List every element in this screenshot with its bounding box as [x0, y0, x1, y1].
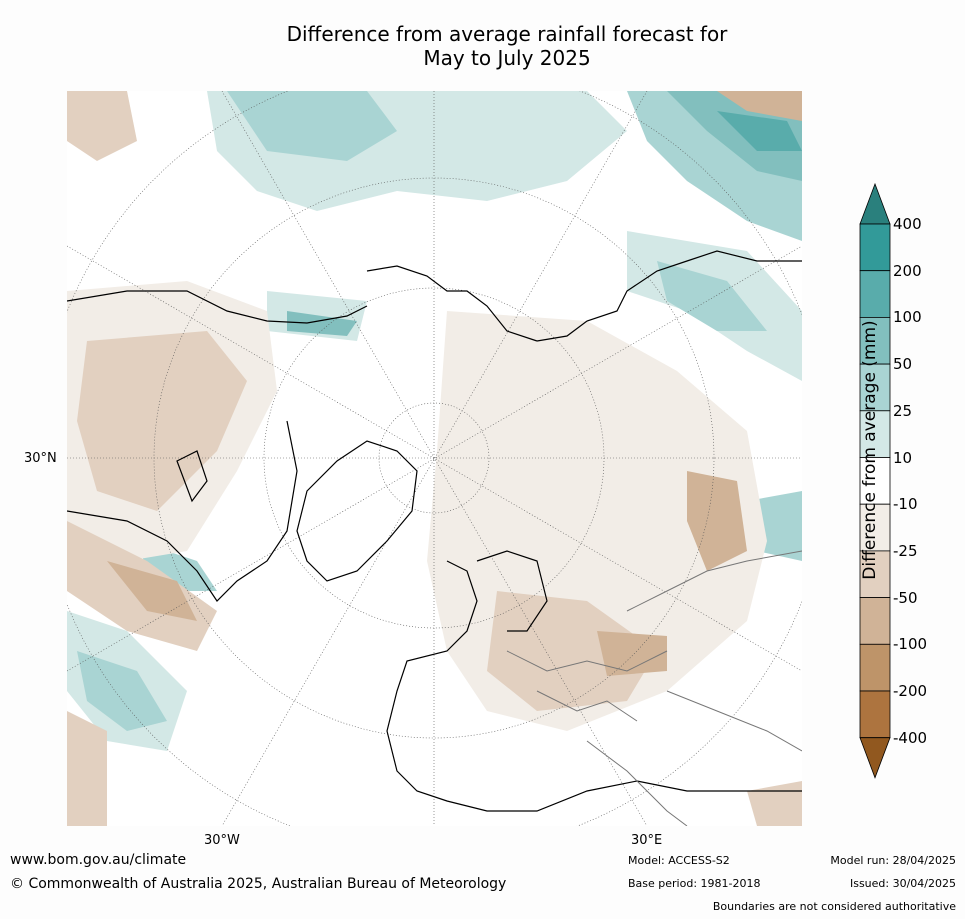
map-canvas — [67, 91, 802, 826]
colorbar-extend-top — [859, 182, 891, 225]
colorbar-tick-label: 25 — [893, 401, 913, 420]
issued-date: Issued: 30/04/2025 — [849, 877, 956, 890]
colorbar-box — [859, 270, 891, 318]
title-line-1: Difference from average rainfall forecas… — [286, 22, 728, 46]
colorbar-tick-label: -400 — [893, 728, 928, 747]
colorbar-tick-label: -25 — [893, 541, 918, 560]
longitude-label-30e: 30°E — [631, 833, 663, 848]
country-borders — [506, 550, 802, 826]
latitude-label-30n: 30°N — [24, 451, 57, 466]
colorbar-extend-bottom — [859, 737, 891, 779]
base-period: Base period: 1981-2018 — [628, 877, 761, 890]
colorbar-tick-label: -10 — [893, 495, 918, 514]
copyright-notice: © Commonwealth of Australia 2025, Austra… — [10, 876, 507, 892]
colorbar-tick-label: 200 — [893, 261, 922, 280]
boundaries-disclaimer: Boundaries are not considered authoritat… — [712, 900, 956, 913]
colorbar-box — [859, 457, 891, 505]
dry-anomaly-regions — [67, 91, 802, 826]
colorbar-tick-label: -50 — [893, 588, 918, 607]
model-run-date: Model run: 28/04/2025 — [830, 854, 956, 867]
colorbar — [859, 182, 891, 779]
colorbar-tick-label: 100 — [893, 308, 922, 327]
colorbar-box — [859, 597, 891, 645]
longitude-label-30w: 30°W — [204, 833, 240, 848]
title-line-2: May to July 2025 — [423, 46, 591, 70]
colorbar-tick-label: 10 — [893, 448, 913, 467]
colorbar-box — [859, 643, 891, 692]
colorbar-boxes — [859, 182, 891, 779]
colorbar-tick-label: -200 — [893, 682, 928, 700]
colorbar-tick-label: -100 — [893, 635, 928, 654]
colorbar-box — [859, 410, 891, 458]
coastlines — [67, 250, 802, 812]
colorbar-tick-label: 400 — [893, 215, 922, 233]
colorbar-box — [859, 223, 891, 272]
map-title: Difference from average rainfall forecas… — [150, 22, 864, 70]
colorbar-box — [859, 690, 891, 739]
model-name: Model: ACCESS-S2 — [628, 854, 730, 867]
graticule — [67, 91, 802, 826]
website-link[interactable]: www.bom.gov.au/climate — [10, 852, 187, 868]
rainfall-map — [67, 91, 802, 826]
colorbar-tick-label: 50 — [893, 355, 913, 374]
wet-anomaly-regions — [67, 91, 802, 751]
colorbar-label: Difference from average (mm) — [860, 320, 880, 580]
